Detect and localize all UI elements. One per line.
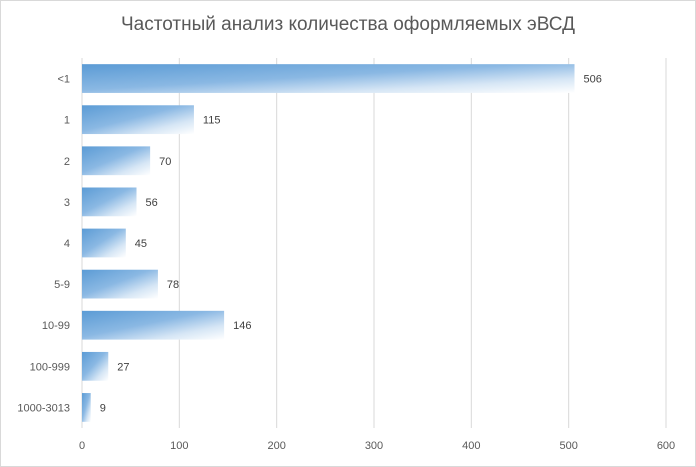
x-tick-label: 400 <box>462 440 480 452</box>
x-tick-label: 100 <box>170 440 188 452</box>
bar <box>82 146 151 176</box>
data-labels: 506 115 70 56 45 78 146 27 9 <box>100 74 602 415</box>
x-tick-label: 600 <box>657 440 675 452</box>
category-axis: <1 1 2 3 4 5-9 10-99 100-999 1000-3013 <box>17 74 70 415</box>
category-label: <1 <box>57 74 70 86</box>
bar <box>82 105 194 135</box>
category-label: 1 <box>64 115 70 127</box>
x-tick-label: 0 <box>79 440 85 452</box>
data-label: 506 <box>584 74 602 86</box>
bar <box>82 351 109 381</box>
category-label: 4 <box>64 238 70 250</box>
data-label: 70 <box>159 156 171 168</box>
data-label: 27 <box>117 361 129 373</box>
category-label: 2 <box>64 156 70 168</box>
value-axis: 0 100 200 300 400 500 600 <box>79 440 675 452</box>
bar <box>82 64 575 93</box>
data-label: 146 <box>233 320 251 332</box>
data-label: 78 <box>167 279 179 291</box>
category-label: 10-99 <box>42 320 70 332</box>
data-label: 9 <box>100 402 106 414</box>
data-label: 56 <box>146 197 158 209</box>
chart-title: Частотный анализ количества оформляемых … <box>121 14 575 35</box>
x-tick-label: 200 <box>267 440 285 452</box>
category-label: 100-999 <box>30 361 70 373</box>
category-label: 5-9 <box>54 279 70 291</box>
bar <box>82 228 126 258</box>
x-tick-label: 500 <box>559 440 577 452</box>
x-tick-label: 300 <box>365 440 383 452</box>
data-label: 45 <box>135 238 147 250</box>
bar <box>82 187 137 217</box>
bar <box>82 310 225 340</box>
data-label: 115 <box>203 115 221 127</box>
category-label: 1000-3013 <box>17 402 70 414</box>
category-label: 3 <box>64 197 70 209</box>
bar <box>82 393 91 422</box>
bar <box>82 269 158 299</box>
bars <box>82 64 575 422</box>
